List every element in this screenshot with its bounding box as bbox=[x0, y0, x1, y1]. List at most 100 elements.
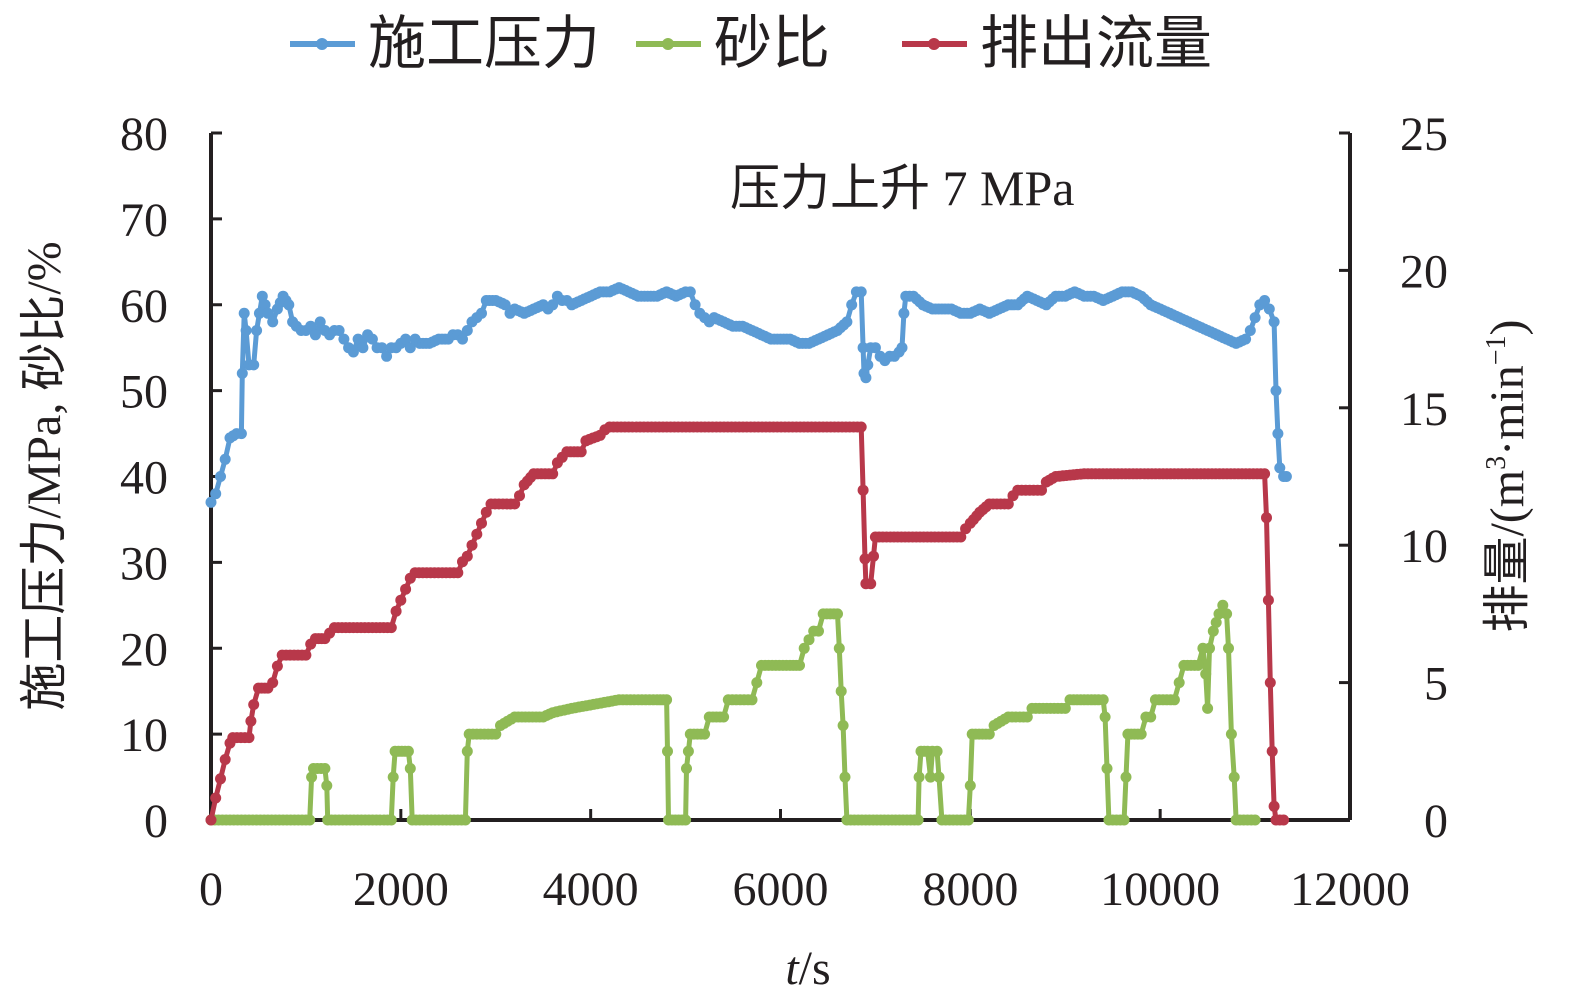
data-point-sand-ratio bbox=[404, 763, 416, 774]
data-point-sand-ratio bbox=[681, 763, 692, 774]
data-point-sand-ratio bbox=[459, 814, 471, 826]
data-point-pressure bbox=[1274, 462, 1286, 474]
data-point-flow bbox=[1259, 468, 1271, 480]
data-point-flow bbox=[205, 814, 217, 826]
y-right-label-sup2: −1 bbox=[1481, 335, 1512, 365]
data-point-flow bbox=[471, 528, 483, 540]
data-point-pressure bbox=[251, 325, 263, 336]
data-point-sand-ratio bbox=[1192, 659, 1204, 671]
data-point-flow bbox=[865, 578, 877, 590]
y-right-tick-label: 20 bbox=[1400, 245, 1448, 298]
legend-label-sand-ratio: 砂比 bbox=[714, 11, 830, 76]
data-point-pressure bbox=[1244, 325, 1256, 336]
series-pressure bbox=[205, 282, 1292, 508]
legend-label-flow: 排出流量 bbox=[980, 11, 1212, 76]
data-point-pressure bbox=[898, 307, 910, 319]
data-point-sand-ratio bbox=[319, 763, 331, 774]
data-point-pressure bbox=[857, 342, 869, 354]
data-point-flow bbox=[395, 594, 407, 606]
data-point-sand-ratio bbox=[1210, 617, 1222, 628]
data-point-pressure bbox=[1263, 303, 1275, 315]
data-point-flow bbox=[271, 660, 283, 672]
data-point-flow bbox=[1264, 677, 1276, 689]
data-point-pressure bbox=[1249, 312, 1261, 324]
data-point-sand-ratio bbox=[1228, 771, 1240, 783]
y-right-tick-label: 5 bbox=[1424, 658, 1448, 711]
data-point-flow bbox=[1261, 512, 1272, 524]
data-point-flow bbox=[1266, 745, 1278, 757]
plot-series bbox=[205, 282, 1292, 826]
data-point-flow bbox=[575, 446, 587, 458]
data-point-pressure bbox=[841, 316, 853, 328]
data-point-sand-ratio bbox=[1021, 711, 1033, 723]
data-point-sand-ratio bbox=[718, 711, 730, 723]
series-flow bbox=[205, 421, 1290, 826]
x-tick-label: 12000 bbox=[1290, 863, 1410, 916]
y-right-label-prefix: 排量/(m bbox=[1481, 470, 1534, 633]
y-right-tick-label: 10 bbox=[1400, 520, 1448, 573]
y-axis-left-label: 施工压力/MPa, 砂比/% bbox=[18, 241, 71, 710]
data-point-sand-ratio bbox=[925, 771, 936, 783]
data-point-flow bbox=[1002, 498, 1014, 510]
data-point-flow bbox=[300, 649, 312, 661]
data-point-flow bbox=[859, 553, 871, 565]
data-point-sand-ratio bbox=[661, 694, 673, 706]
x-axis-label: t/s bbox=[785, 942, 830, 995]
data-point-pressure bbox=[457, 333, 468, 345]
data-point-pressure bbox=[215, 471, 226, 482]
data-point-pressure bbox=[236, 367, 248, 379]
legend: 施工压力 砂比 排出流量 bbox=[290, 11, 1212, 76]
x-axis-label-var: t bbox=[785, 942, 800, 995]
data-point-pressure bbox=[1268, 316, 1280, 328]
y-left-tick-label: 20 bbox=[120, 623, 168, 676]
data-point-pressure bbox=[262, 307, 274, 319]
legend-label-pressure: 施工压力 bbox=[368, 11, 600, 76]
data-point-sand-ratio bbox=[746, 694, 758, 706]
data-point-sand-ratio bbox=[962, 814, 974, 826]
data-point-flow bbox=[219, 754, 231, 765]
data-point-pressure bbox=[376, 342, 388, 354]
data-point-sand-ratio bbox=[839, 771, 851, 783]
data-point-sand-ratio bbox=[983, 728, 995, 740]
data-point-pressure bbox=[1259, 295, 1271, 306]
data-point-flow bbox=[400, 583, 412, 595]
data-point-pressure bbox=[547, 299, 559, 311]
x-axis-label-unit: /s bbox=[799, 942, 831, 995]
data-point-sand-ratio bbox=[461, 745, 473, 757]
data-point-sand-ratio bbox=[1225, 728, 1237, 740]
data-point-sand-ratio bbox=[912, 814, 924, 826]
data-point-pressure bbox=[869, 342, 881, 354]
data-point-sand-ratio bbox=[1217, 599, 1229, 611]
data-point-pressure bbox=[347, 346, 359, 358]
y-right-tick-label: 15 bbox=[1400, 383, 1448, 436]
data-point-sand-ratio bbox=[682, 745, 694, 757]
legend-marker-pressure bbox=[316, 38, 328, 50]
data-point-pressure bbox=[309, 329, 321, 341]
data-point-flow bbox=[452, 567, 464, 579]
data-point-sand-ratio bbox=[1221, 608, 1233, 620]
data-point-pressure bbox=[381, 350, 393, 362]
data-point-flow bbox=[245, 715, 257, 727]
annotation-pressure-rise: 压力上升 7 MPa bbox=[730, 160, 1074, 216]
data-point-pressure bbox=[248, 359, 260, 371]
data-point-sand-ratio bbox=[1202, 702, 1214, 714]
data-point-sand-ratio bbox=[1200, 668, 1212, 680]
legend-marker-flow bbox=[928, 38, 940, 50]
data-point-pressure bbox=[461, 325, 473, 336]
data-point-pressure bbox=[862, 359, 874, 371]
data-point-pressure bbox=[210, 488, 222, 500]
data-point-sand-ratio bbox=[832, 608, 843, 620]
data-point-pressure bbox=[314, 316, 326, 328]
data-point-sand-ratio bbox=[1118, 814, 1130, 826]
y-right-label-mid: ·min bbox=[1481, 365, 1534, 456]
data-point-flow bbox=[480, 506, 492, 518]
data-point-pressure bbox=[253, 307, 265, 319]
axes: 0 2000 4000 6000 8000 10000 120000102030405060… bbox=[120, 108, 1448, 916]
data-point-flow bbox=[509, 498, 521, 510]
data-point-flow bbox=[855, 421, 867, 433]
y-left-tick-label: 40 bbox=[120, 452, 168, 505]
data-point-pressure bbox=[400, 333, 412, 345]
data-point-flow bbox=[248, 699, 260, 711]
x-tick-label: 0 bbox=[199, 863, 223, 916]
data-point-pressure bbox=[338, 333, 350, 345]
